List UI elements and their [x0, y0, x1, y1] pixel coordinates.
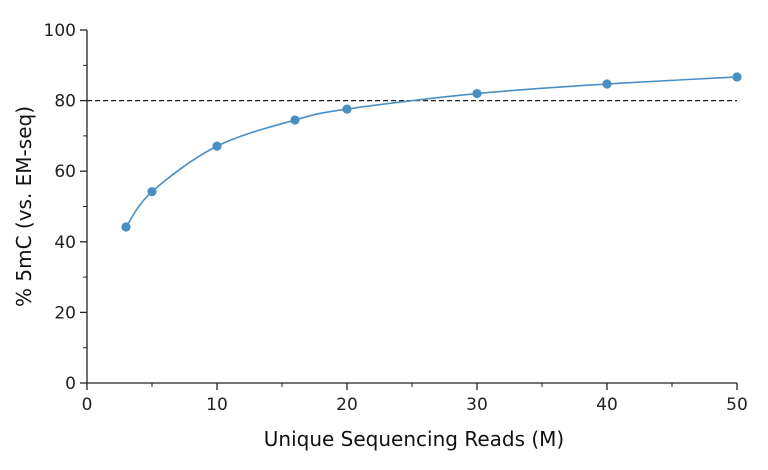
x-tick-label: 10 [206, 395, 228, 415]
x-tick-label: 50 [726, 395, 748, 415]
x-tick-label: 0 [82, 395, 93, 415]
data-point [147, 187, 156, 196]
data-point [472, 89, 481, 98]
data-point [342, 104, 351, 113]
data-point [121, 222, 130, 231]
y-tick-label: 60 [54, 162, 76, 182]
axes-layer: 0 20 40 60 80 100 0 10 20 30 40 50 [44, 21, 748, 415]
y-tick-label: 80 [54, 92, 76, 112]
x-tick-label: 40 [596, 395, 618, 415]
x-tick-label: 20 [336, 395, 358, 415]
series-layer [121, 72, 741, 231]
data-point [290, 115, 299, 124]
y-tick-label: 0 [65, 374, 76, 394]
x-axis-title: Unique Sequencing Reads (M) [264, 427, 564, 451]
data-point [602, 79, 611, 88]
y-tick-label: 40 [54, 233, 76, 253]
data-point [732, 72, 741, 81]
series-line [126, 77, 737, 227]
y-tick-label: 20 [54, 303, 76, 323]
x-tick-label: 30 [466, 395, 488, 415]
y-axis-title: % 5mC (vs. EM-seq) [12, 106, 36, 307]
data-point [212, 142, 221, 151]
y-tick-label: 100 [44, 21, 76, 41]
